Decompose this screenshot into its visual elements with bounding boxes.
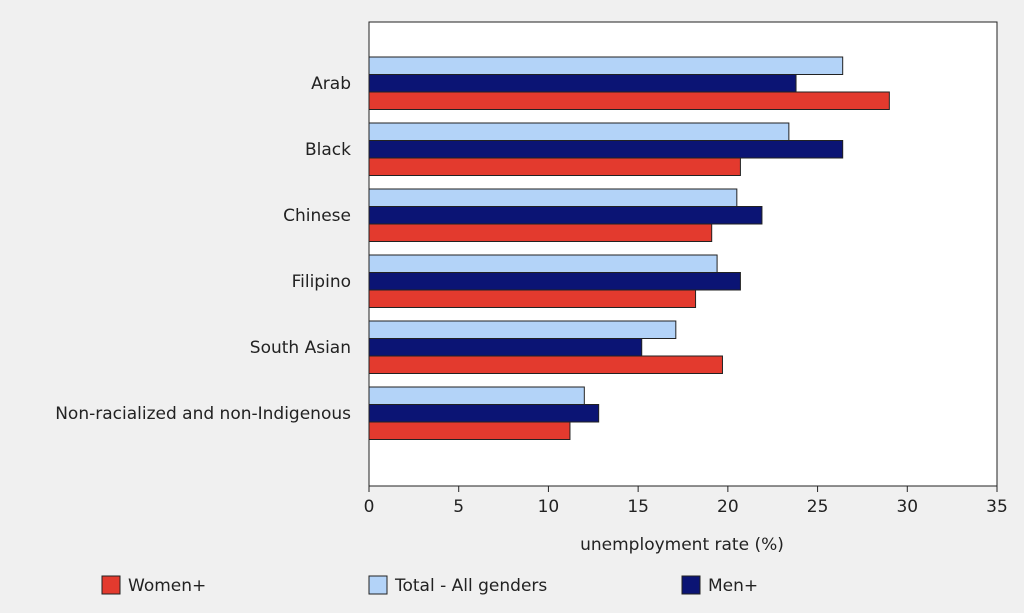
bar (368, 289, 697, 308)
legend-label: Total - All genders (394, 576, 547, 596)
x-tick-label: 5 (453, 497, 464, 517)
x-tick-label: 35 (986, 497, 1008, 517)
x-axis-label: unemployment rate (%) (580, 535, 784, 555)
bar (368, 272, 741, 291)
bar (368, 338, 643, 357)
y-tick-label: Arab (311, 74, 351, 94)
y-tick-label: Black (305, 140, 351, 160)
bar (368, 404, 600, 423)
y-tick-label: Chinese (283, 206, 351, 226)
bar (368, 355, 723, 374)
bar (368, 421, 571, 440)
y-tick-label: Non-racialized and non-Indigenous (55, 404, 351, 424)
bar (368, 188, 738, 207)
legend-label: Women+ (128, 576, 206, 596)
bar (368, 74, 797, 93)
bar (368, 320, 677, 339)
legend-swatch (368, 575, 388, 595)
legend-swatch (681, 575, 701, 595)
bar (368, 140, 844, 159)
bar (368, 254, 718, 273)
bar (368, 122, 790, 141)
legend-label: Men+ (708, 576, 758, 596)
bar (368, 206, 763, 225)
x-tick-label: 0 (364, 497, 375, 517)
legend-swatch (101, 575, 121, 595)
bar (368, 157, 741, 176)
y-tick-label: South Asian (250, 338, 351, 358)
bar (368, 91, 890, 110)
bar (368, 223, 713, 242)
x-tick-label: 25 (807, 497, 829, 517)
y-tick-label: Filipino (292, 272, 351, 292)
bar (368, 56, 844, 75)
bar (368, 386, 585, 405)
x-tick-label: 20 (717, 497, 739, 517)
x-tick-label: 10 (538, 497, 560, 517)
x-tick-label: 15 (627, 497, 649, 517)
x-tick-label: 30 (896, 497, 918, 517)
